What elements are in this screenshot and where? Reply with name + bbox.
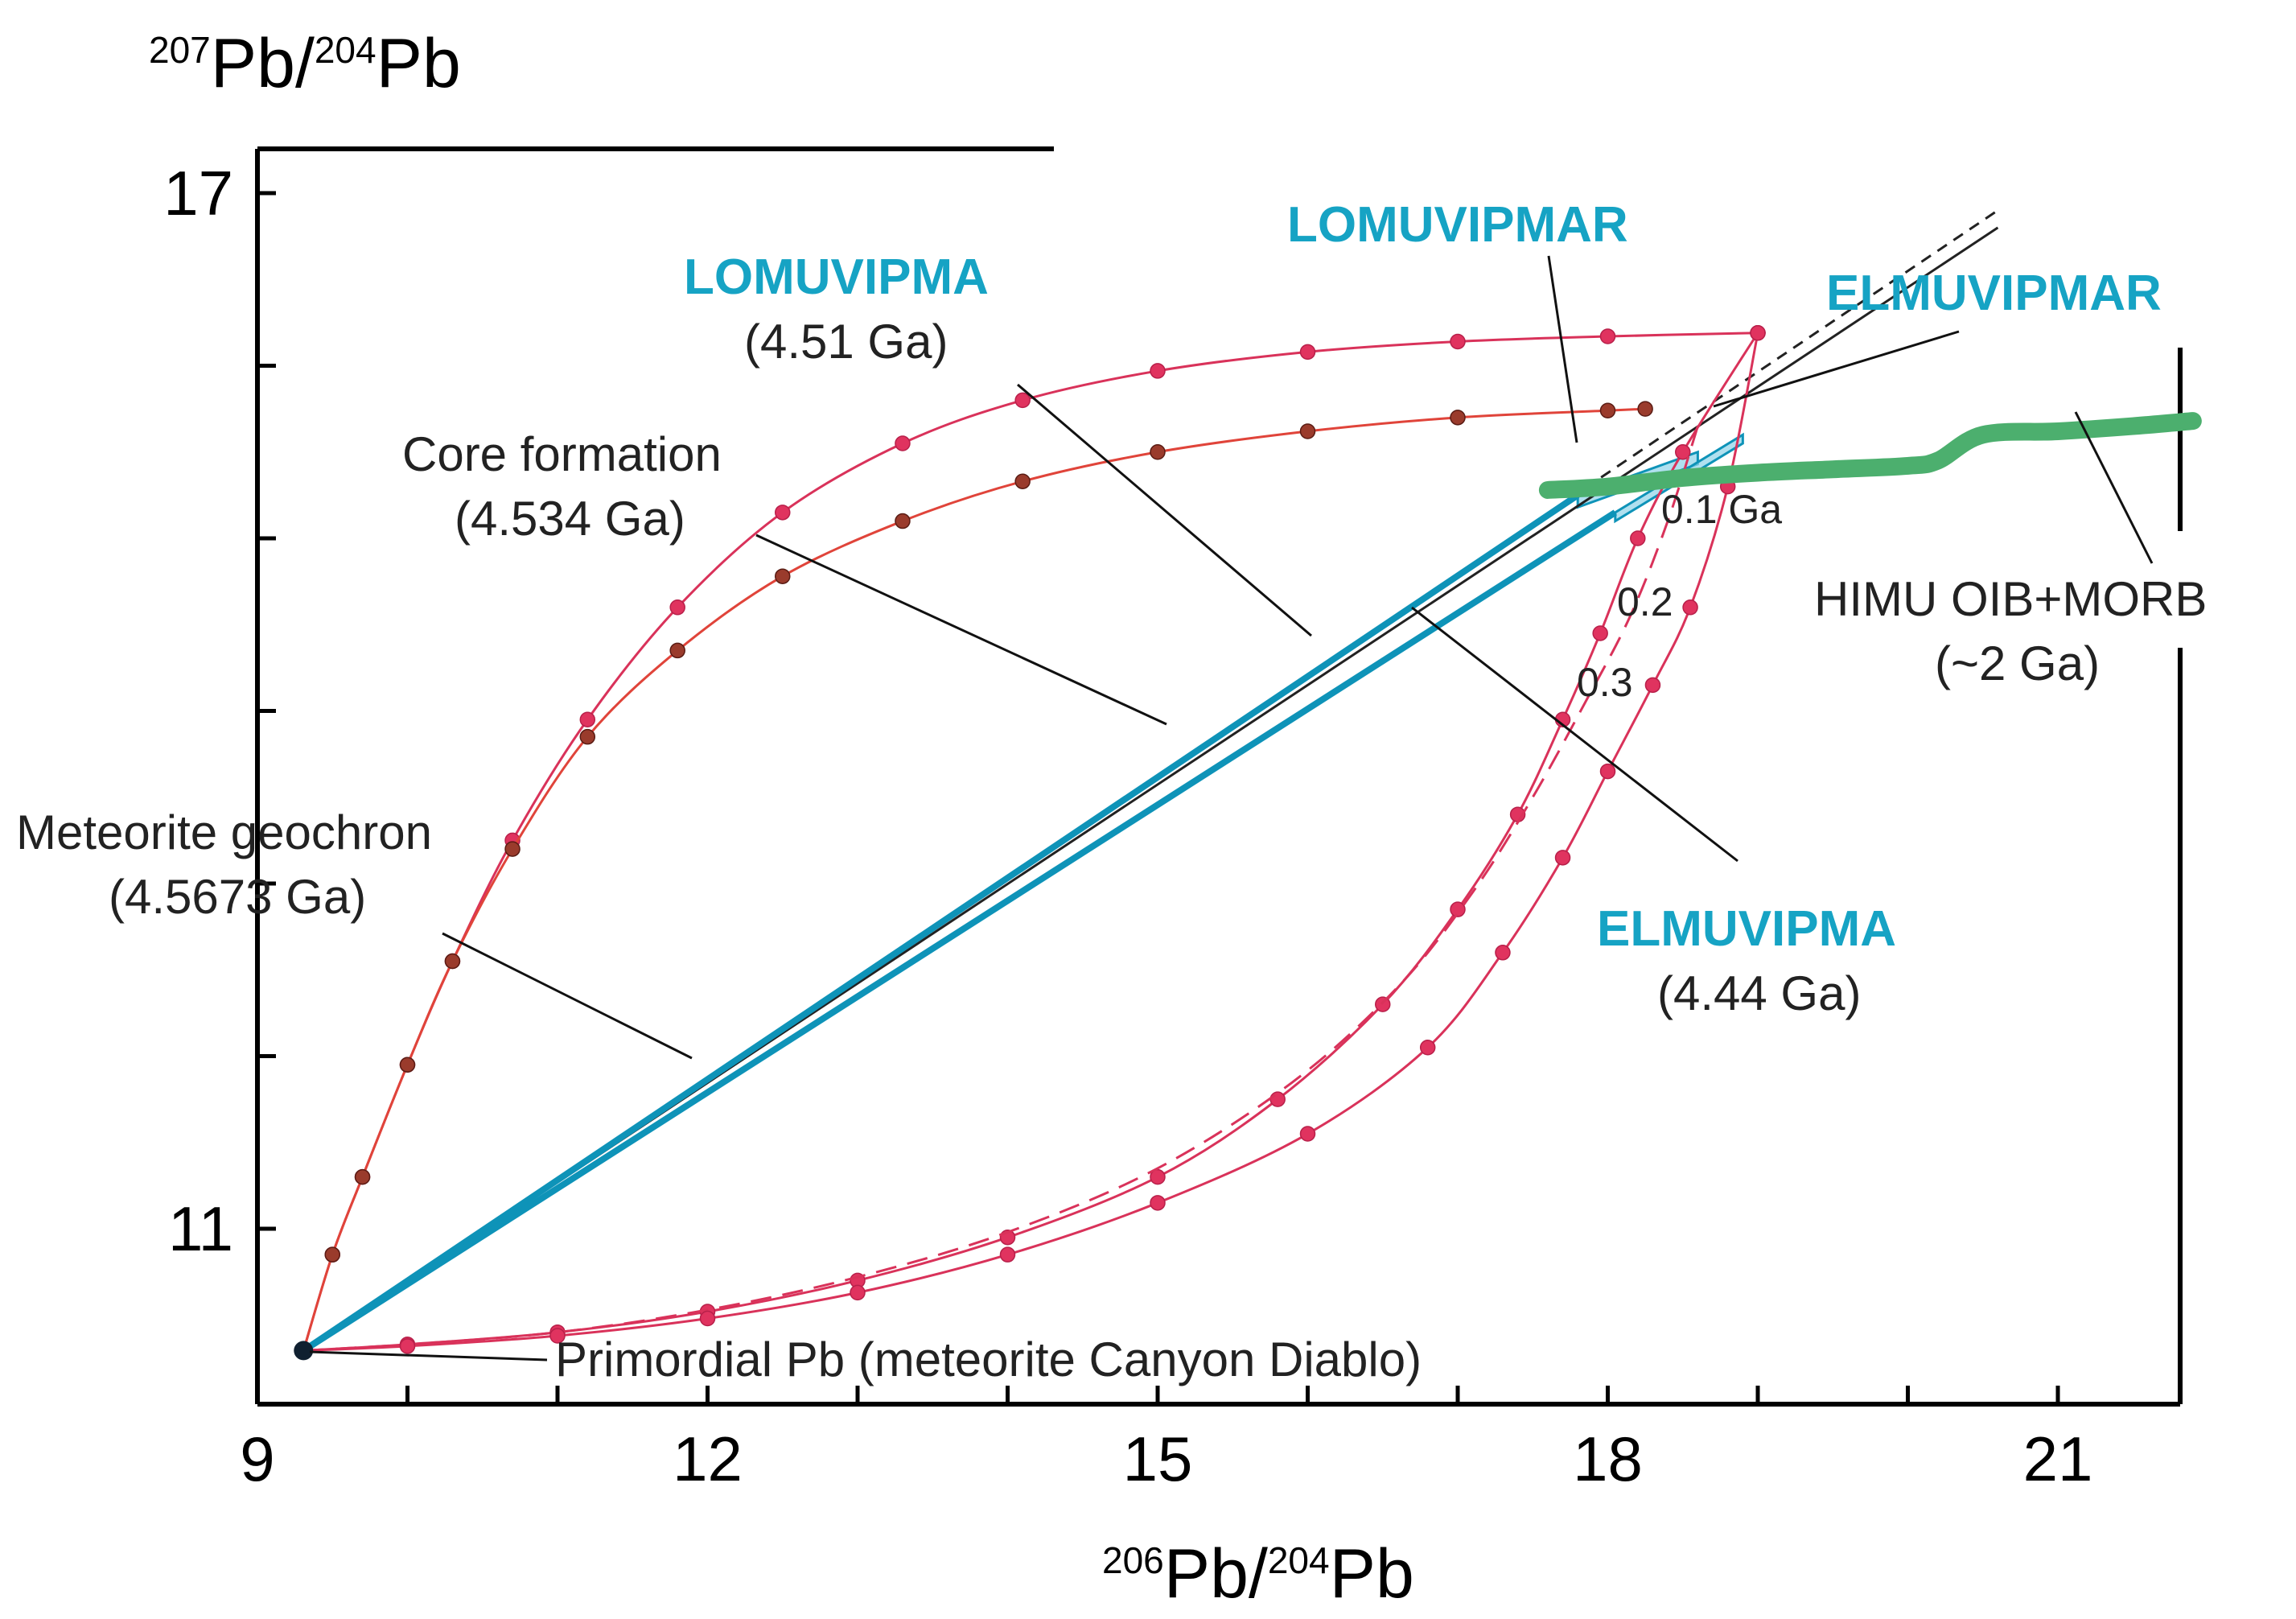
- series-layer: [294, 209, 2202, 1361]
- series-6-point-13: [1630, 530, 1646, 546]
- series-8-point-6: [1150, 1195, 1166, 1211]
- series-5-point-13: [1450, 410, 1466, 426]
- primordial-pb-point: [294, 1341, 314, 1361]
- series-6-point-7: [1269, 1091, 1286, 1107]
- elmuvipmar-label: ELMUVIPMAR: [1826, 266, 2162, 321]
- series-5-point-10: [1014, 473, 1031, 489]
- leader-lomuvipma: [1017, 383, 1312, 637]
- series-5-point-8: [775, 568, 791, 584]
- series-4-point-8: [775, 505, 791, 521]
- y-axis-title: 207Pb/204Pb: [149, 25, 461, 102]
- leader-core: [755, 533, 1167, 726]
- series-6-point-14: [1675, 444, 1691, 460]
- series-5-path: [302, 407, 1646, 1351]
- series-5-point-4: [444, 953, 461, 970]
- leader-geochron: [442, 932, 693, 1060]
- series-5-point-11: [1150, 444, 1166, 460]
- leader-lomuvipmar: [1547, 255, 1578, 443]
- geochron-label: Meteorite geochron: [16, 805, 432, 859]
- age-label-0-1: 0.1 Ga: [1661, 487, 1782, 532]
- leader-elmuvipma: [1411, 606, 1738, 863]
- series-8-point-8: [1419, 1040, 1436, 1056]
- series-4-point-12: [1299, 344, 1316, 360]
- series-6-path: [303, 332, 1759, 1352]
- y-ticks: 11 17: [163, 158, 276, 1264]
- age-label-0-3: 0.3: [1577, 660, 1633, 705]
- x-axis-title: 206Pb/204Pb: [1102, 1535, 1414, 1613]
- series-8-point-12: [1644, 677, 1661, 694]
- lomuvipma-line: [302, 492, 1580, 1353]
- elmuvipma-age: (4.44 Ga): [1657, 966, 1861, 1020]
- series-8-point-4: [850, 1284, 866, 1301]
- y-tick-label-11: 11: [168, 1193, 233, 1264]
- series-6-point-12: [1592, 625, 1608, 641]
- series-6-point-6: [1150, 1168, 1166, 1185]
- series-5-point-9: [895, 513, 911, 529]
- series-8-point-3: [699, 1310, 716, 1327]
- core-formation-label: Core formation: [402, 427, 722, 481]
- series-5-point-5: [504, 841, 521, 857]
- series-5-point-15: [1637, 401, 1653, 417]
- series-6-point-8: [1375, 996, 1391, 1012]
- leader-primordial: [309, 1350, 548, 1362]
- series-5-point-6: [579, 728, 596, 745]
- leader-himu: [2074, 411, 2154, 564]
- y-tick-label-17: 17: [163, 158, 233, 229]
- x-tick-label-12: 12: [673, 1423, 743, 1494]
- series-4-point-11: [1150, 363, 1166, 379]
- age-label-0-2: 0.2: [1617, 579, 1673, 624]
- series-4-point-6: [579, 711, 596, 727]
- series-8-point-5: [999, 1246, 1016, 1263]
- himu-label: HIMU OIB+MORB: [1814, 572, 2207, 626]
- elmuvipma-label: ELMUVIPMA: [1597, 901, 1896, 957]
- series-8-point-9: [1495, 945, 1511, 961]
- x-tick-label-18: 18: [1573, 1423, 1643, 1494]
- x-ticks: 9 12 15 18 21: [240, 1386, 2092, 1494]
- series-6-point-9: [1450, 901, 1466, 917]
- series-4-point-9: [895, 435, 911, 451]
- series-4-point-13: [1450, 333, 1466, 350]
- series-5-point-14: [1599, 402, 1616, 419]
- x-tick-label-15: 15: [1123, 1423, 1193, 1494]
- series-5-point-1: [324, 1246, 340, 1263]
- core-formation-age: (4.534 Ga): [455, 492, 685, 546]
- series-4-point-14: [1599, 328, 1616, 344]
- series-8-point-2: [549, 1328, 566, 1344]
- lower-growth-curve-dashed: [303, 426, 1699, 1352]
- series-5-point-2: [354, 1168, 371, 1185]
- series-8-path: [303, 332, 1759, 1352]
- series-8-point-1: [399, 1338, 416, 1354]
- series-5-point-7: [669, 642, 685, 659]
- series-8-point-10: [1554, 850, 1571, 866]
- elmuvipma-line: [302, 509, 1617, 1353]
- lomuvipmar-label: LOMUVIPMAR: [1287, 197, 1628, 253]
- lomuvipma-age: (4.51 Ga): [744, 315, 948, 369]
- series-4-point-7: [669, 599, 685, 616]
- x-tick-label-9: 9: [240, 1423, 274, 1494]
- series-8-point-15: [1750, 324, 1766, 341]
- series-5-point-12: [1299, 423, 1316, 439]
- series-5-point-3: [399, 1057, 416, 1073]
- x-tick-label-21: 21: [2023, 1423, 2093, 1494]
- himu-age: (~2 Ga): [1935, 636, 2100, 690]
- series-4-point-10: [1014, 392, 1031, 409]
- lomuvipma-label: LOMUVIPMA: [684, 249, 989, 305]
- series-8-point-11: [1599, 763, 1616, 780]
- series-8-point-13: [1682, 599, 1698, 616]
- series-4-path: [302, 332, 1759, 1351]
- geochron-age: (4.5673 Ga): [109, 870, 366, 924]
- primordial-label: Primordial Pb (meteorite Canyon Diablo): [555, 1333, 1422, 1386]
- himu-band: [1538, 412, 2202, 499]
- series-8-point-7: [1299, 1126, 1316, 1142]
- leader-elmuvipmar: [1713, 330, 1960, 408]
